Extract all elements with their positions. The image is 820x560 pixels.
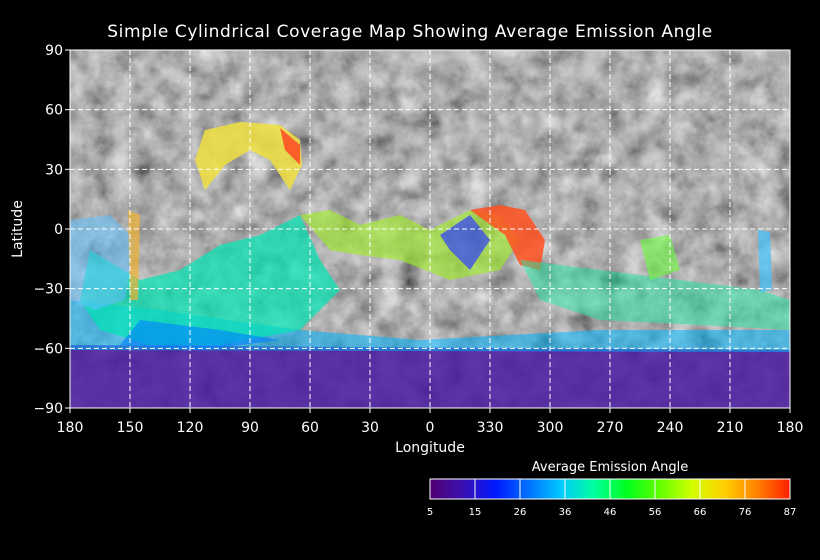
- colorbar-label: 5: [426, 507, 434, 518]
- x-axis-ticks: 180 150 120 90 60 30 0 330 300 270 240 210 180: [57, 408, 804, 436]
- colorbar-label: 66: [693, 507, 707, 518]
- coverage-north-cap-red: [280, 128, 300, 165]
- y-tick-label: 60: [45, 103, 63, 119]
- x-tick-label: 150: [117, 420, 144, 436]
- coverage-left-strip: [70, 215, 135, 310]
- coverage-right-strip: [758, 230, 772, 292]
- x-axis-title: Longitude: [395, 440, 465, 456]
- x-tick-label: 270: [597, 420, 624, 436]
- x-tick-label: 330: [477, 420, 504, 436]
- x-tick-label: 60: [301, 420, 319, 436]
- coverage-south-mid-blue: [120, 320, 280, 350]
- coverage-south-band: [70, 345, 790, 408]
- y-tick-label: 30: [45, 162, 63, 178]
- coverage-right-scatter: [520, 260, 790, 330]
- colorbar-label: 87: [783, 507, 797, 518]
- x-tick-label: 120: [177, 420, 204, 436]
- coverage-eastern-rim: [470, 205, 545, 270]
- coverage-eastern-rim-blue: [440, 215, 490, 270]
- y-tick-label: −90: [33, 401, 63, 417]
- y-axis-title: Latitude: [10, 200, 26, 258]
- colorbar-label: 36: [558, 507, 572, 518]
- y-tick-label: 90: [45, 43, 63, 59]
- colorbar-label: 26: [513, 507, 527, 518]
- x-tick-label: 30: [361, 420, 379, 436]
- y-tick-label: −30: [33, 282, 63, 298]
- y-tick-label: 0: [54, 222, 63, 238]
- colorbar-title: Average Emission Angle: [531, 460, 689, 475]
- x-tick-label: 300: [537, 420, 564, 436]
- x-tick-label: 180: [777, 420, 804, 436]
- y-tick-label: −60: [33, 341, 63, 357]
- coverage-north-cap: [195, 122, 302, 190]
- grid-lines: [70, 50, 790, 408]
- coverage-overlay: [70, 122, 790, 408]
- x-tick-label: 0: [426, 420, 435, 436]
- x-tick-label: 210: [717, 420, 744, 436]
- chart-title: Simple Cylindrical Coverage Map Showing …: [107, 22, 713, 42]
- coverage-left-strip-orange: [128, 210, 140, 300]
- x-tick-label: 90: [241, 420, 259, 436]
- colorbar-label: 15: [468, 507, 482, 518]
- colorbar-tick-marks: [474, 479, 746, 499]
- y-axis-ticks: 90 60 30 0 −30 −60 −90: [33, 43, 70, 417]
- x-tick-label: 180: [57, 420, 84, 436]
- colorbar: [429, 478, 791, 500]
- coverage-south-mid: [80, 215, 340, 345]
- colorbar-label: 46: [603, 507, 617, 518]
- x-tick-label: 240: [657, 420, 684, 436]
- colorbar-label: 56: [648, 507, 662, 518]
- colorbar-label: 76: [738, 507, 752, 518]
